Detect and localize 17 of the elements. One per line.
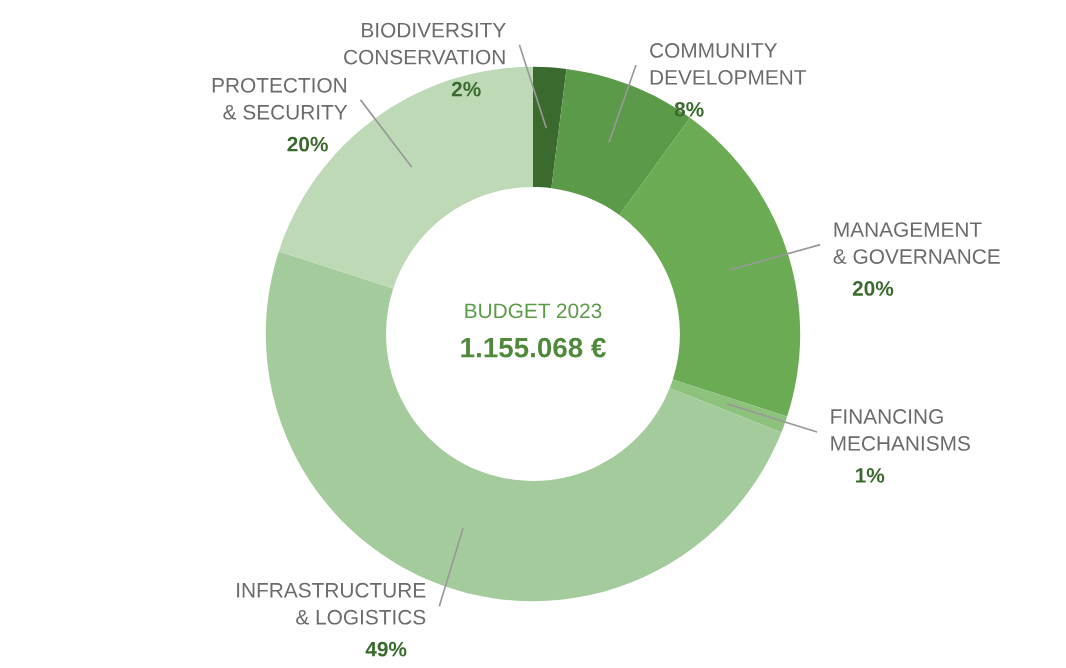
slice-label: INFRASTRUCTURE & LOGISTICS [237, 582, 426, 625]
text: BUDGET 2023 [465, 303, 602, 319]
slice-label: COMMUNITY DEVELOPMENT [650, 43, 807, 85]
data-label: 20% [852, 281, 894, 296]
slice-label: PROTECTION & SECURITY [212, 77, 348, 120]
slice-label: BIODIVERSITY CONSERVATION [344, 22, 506, 65]
text: 1.155.068 € [461, 337, 606, 358]
slice-label: FINANCING MECHANISMS [831, 409, 970, 451]
data-label: 8% [674, 101, 704, 117]
data-label: 2% [451, 81, 481, 97]
donut-slice [533, 66, 567, 189]
slice-label: MANAGEMENT & GOVERNANCE [833, 222, 1000, 264]
data-label: 1% [855, 468, 885, 483]
donut-slice [669, 379, 788, 433]
data-label: 20% [287, 136, 328, 152]
donut-slice [619, 117, 801, 417]
data-label: 49% [365, 641, 407, 657]
